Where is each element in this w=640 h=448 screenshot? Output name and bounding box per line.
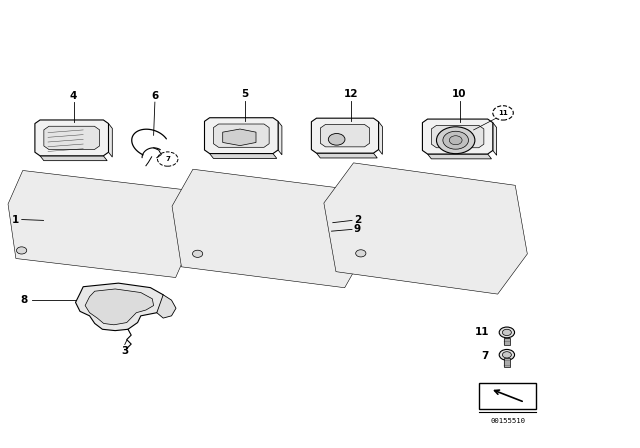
Text: 9: 9 xyxy=(354,224,361,234)
Polygon shape xyxy=(264,224,274,233)
Text: 10: 10 xyxy=(452,90,467,99)
Text: 11: 11 xyxy=(498,110,508,116)
Text: 7: 7 xyxy=(481,351,489,361)
Polygon shape xyxy=(8,171,190,277)
Polygon shape xyxy=(22,190,176,258)
Circle shape xyxy=(499,349,515,360)
Polygon shape xyxy=(214,124,269,147)
Circle shape xyxy=(436,127,475,154)
Polygon shape xyxy=(76,283,165,331)
Polygon shape xyxy=(157,295,176,318)
Polygon shape xyxy=(321,125,370,147)
Polygon shape xyxy=(379,122,382,155)
Circle shape xyxy=(502,352,511,358)
Polygon shape xyxy=(493,123,497,155)
Polygon shape xyxy=(210,154,276,159)
Polygon shape xyxy=(223,129,256,146)
Text: 2: 2 xyxy=(354,215,361,224)
Polygon shape xyxy=(40,156,107,161)
Polygon shape xyxy=(172,169,365,288)
Polygon shape xyxy=(85,289,154,325)
Polygon shape xyxy=(198,196,339,261)
Text: 4: 4 xyxy=(70,91,77,101)
Polygon shape xyxy=(418,221,433,236)
Polygon shape xyxy=(278,121,282,155)
Polygon shape xyxy=(428,154,492,159)
Text: 6: 6 xyxy=(151,91,159,101)
Polygon shape xyxy=(35,120,109,156)
Text: 3: 3 xyxy=(121,346,129,356)
Polygon shape xyxy=(44,126,100,150)
Bar xyxy=(479,383,536,409)
Circle shape xyxy=(193,250,203,257)
Polygon shape xyxy=(90,221,109,227)
Text: 12: 12 xyxy=(344,90,358,99)
Polygon shape xyxy=(362,196,490,261)
Polygon shape xyxy=(324,163,527,294)
Polygon shape xyxy=(205,118,278,154)
Circle shape xyxy=(328,134,345,145)
Polygon shape xyxy=(422,119,493,154)
Polygon shape xyxy=(317,153,377,158)
Circle shape xyxy=(449,136,462,145)
Polygon shape xyxy=(431,125,484,148)
FancyBboxPatch shape xyxy=(504,338,510,345)
Polygon shape xyxy=(109,124,112,157)
Text: 11: 11 xyxy=(474,327,489,337)
Text: 7: 7 xyxy=(165,156,170,162)
Circle shape xyxy=(356,250,366,257)
Circle shape xyxy=(443,131,468,149)
Text: 00155510: 00155510 xyxy=(490,418,525,424)
Circle shape xyxy=(502,329,511,336)
Text: 8: 8 xyxy=(20,295,28,305)
Text: 1: 1 xyxy=(12,215,19,224)
Circle shape xyxy=(499,327,515,338)
Text: 5: 5 xyxy=(241,90,249,99)
FancyBboxPatch shape xyxy=(504,358,510,367)
Circle shape xyxy=(17,247,27,254)
Polygon shape xyxy=(312,118,379,153)
